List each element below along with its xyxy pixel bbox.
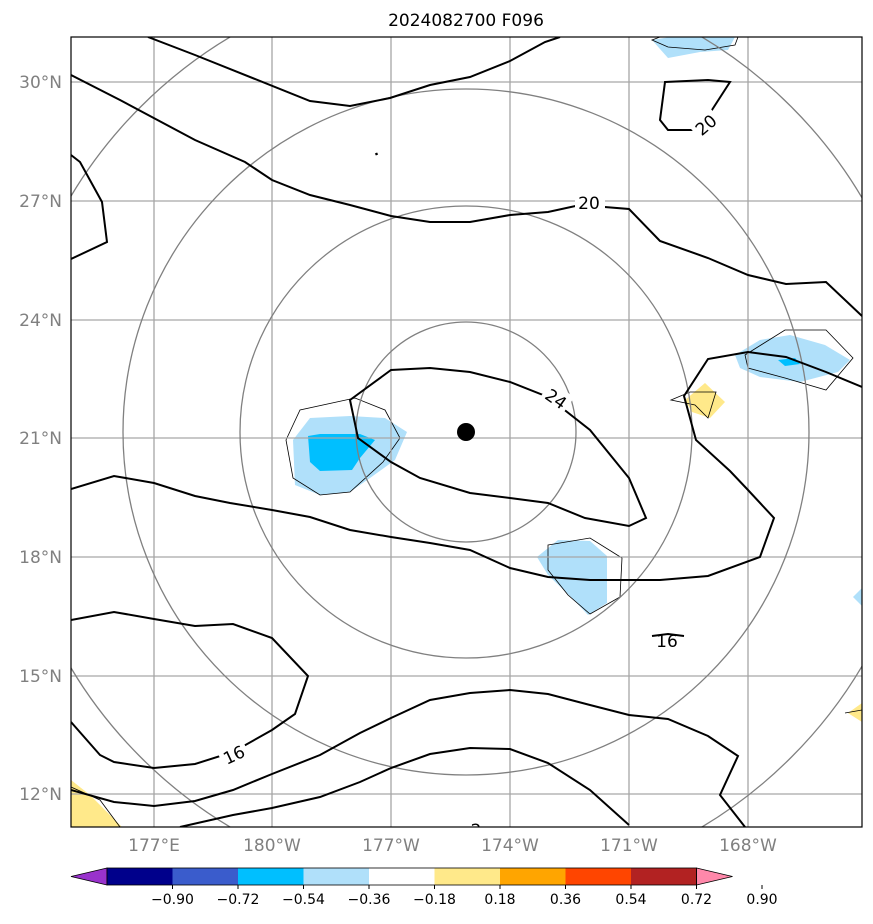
colorbar-extend-max — [696, 867, 733, 886]
lat-label-27n: 27°N — [19, 192, 62, 212]
colorbar-segment — [107, 868, 173, 885]
colorbar-tick-label: −0.36 — [348, 892, 391, 908]
latitude-labels: 30°N 27°N 24°N 21°N 18°N 15°N 12°N — [19, 73, 62, 805]
contour-label-20-a: 20 — [578, 194, 600, 214]
thick-contours — [71, 37, 862, 827]
lon-label-180w: 180°W — [243, 836, 301, 856]
lon-label-177w: 177°W — [362, 836, 420, 856]
colorbar-segment — [631, 868, 697, 885]
colorbar-tick-label: −0.18 — [413, 892, 456, 908]
colorbar-segment — [434, 868, 500, 885]
colorbar-outline — [106, 867, 697, 886]
colorbar-tick-label: 0.54 — [615, 892, 646, 908]
lon-label-177e: 177°E — [128, 836, 180, 856]
lon-label-168w: 168°W — [719, 836, 777, 856]
colorbar-tick-label: −0.54 — [282, 892, 325, 908]
contour-label-2: 2 — [471, 821, 482, 841]
colorbar-segment — [172, 868, 238, 885]
colorbar-tick-label: 0.72 — [681, 892, 712, 908]
lat-label-30n: 30°N — [19, 73, 62, 93]
map-area — [71, 37, 862, 827]
light-blue-patch-south — [537, 540, 607, 615]
colorbar-extend-min — [70, 867, 108, 886]
colorbar-segment — [369, 868, 435, 885]
lat-label-12n: 12°N — [19, 785, 62, 805]
yellow-patch-southeast — [848, 703, 862, 722]
range-rings — [71, 37, 862, 827]
lon-label-171w: 171°W — [600, 836, 658, 856]
lat-label-24n: 24°N — [19, 311, 62, 331]
map-title: 2024082700 F096 — [388, 11, 544, 31]
yellow-patch-southwest — [71, 780, 122, 827]
storm-center-marker — [457, 423, 475, 441]
lon-label-174w: 174°W — [481, 836, 539, 856]
colorbar-tick-label: 0.36 — [550, 892, 581, 908]
colorbar-segment — [303, 868, 369, 885]
lat-label-15n: 15°N — [19, 667, 62, 687]
longitude-labels: 177°E 180°W 177°W 174°W 171°W 168°W — [128, 836, 777, 856]
colorbar-segment — [500, 868, 566, 885]
contour-labels: 20 20 24 16 16 2 — [216, 106, 724, 841]
colorbar-tick-label: −0.72 — [217, 892, 260, 908]
map-frame — [70, 36, 863, 828]
contour-label-16-b: 16 — [656, 632, 678, 652]
colorbar-segment — [565, 868, 631, 885]
colorbar-segment — [238, 868, 304, 885]
colorbar-tick-label: 0.18 — [484, 892, 515, 908]
deep-sky-blue-patch — [308, 434, 375, 471]
colorbar-tick-label: −0.90 — [151, 892, 194, 908]
colorbar-tick-label: 0.90 — [746, 892, 777, 908]
light-blue-patch-edge — [853, 588, 862, 606]
lat-label-21n: 21°N — [19, 429, 62, 449]
light-blue-patch-north — [652, 37, 735, 58]
contour-label-20-b: 20 — [692, 111, 721, 140]
colorbar: −0.90 −0.72 −0.54 −0.36 −0.18 0.18 0.36 0.54 0.7… — [70, 867, 778, 908]
lat-label-18n: 18°N — [19, 548, 62, 568]
graticule — [71, 37, 862, 827]
